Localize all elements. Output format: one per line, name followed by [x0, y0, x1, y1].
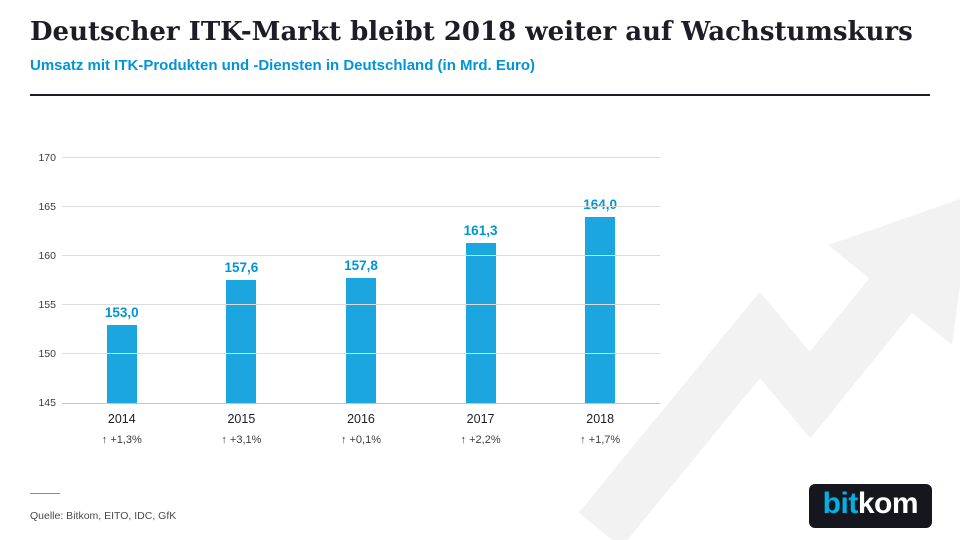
bar-slot: 153,0 [62, 158, 182, 403]
bar [345, 277, 376, 403]
growth-arrow-watermark [578, 199, 960, 540]
page-title: Deutscher ITK-Markt bleibt 2018 weiter a… [30, 17, 913, 47]
growth-label: ↑ +1,7% [580, 434, 621, 446]
bar-slot: 161,3 [421, 158, 541, 403]
bar-value-label: 161,3 [463, 223, 498, 239]
y-axis-tick-label: 150 [38, 348, 56, 360]
x-axis-label: 2018 [586, 412, 615, 426]
y-axis-tick-label: 145 [38, 397, 56, 409]
x-axis-cell: 2018 ↑ +1,7% [540, 412, 660, 446]
x-axis-label: 2014 [107, 412, 136, 426]
bar [585, 216, 616, 403]
logo-text-bit: bit [822, 487, 859, 520]
y-axis: 145 150 155 160 165 170 [30, 152, 56, 409]
y-axis-tick-label: 170 [38, 152, 56, 164]
x-axis-label: 2015 [227, 412, 256, 426]
bar-slot: 157,8 [301, 158, 421, 403]
bar-value-label: 164,0 [583, 196, 618, 212]
bar [465, 243, 496, 403]
gridline [62, 206, 660, 207]
x-axis-label: 2016 [347, 412, 375, 426]
bitkom-logo: bitkom [808, 484, 932, 528]
growth-label: ↑ +0,1% [340, 434, 382, 446]
bar-value-label: 157,6 [224, 259, 259, 275]
y-axis-tick-label: 160 [38, 250, 56, 262]
gridline [62, 157, 660, 158]
bar-value-label: 153,0 [104, 304, 139, 320]
logo-text-kom: kom [857, 487, 919, 520]
y-axis-tick-label: 155 [38, 299, 56, 311]
y-axis-tick-label: 165 [38, 201, 56, 213]
bar-chart: 145 150 155 160 165 170 153,0 157,6 157,8 161,3 1… [30, 152, 660, 446]
bar [226, 279, 257, 403]
bar [106, 324, 137, 403]
x-axis-cell: 2017 ↑ +2,2% [421, 412, 541, 446]
growth-label: ↑ +3,1% [221, 434, 262, 446]
x-axis-cell: 2014 ↑ +1,3% [62, 412, 182, 446]
bar-slot: 164,0 [540, 158, 660, 403]
gridline [62, 304, 660, 305]
x-axis-row: 2014 ↑ +1,3% 2015 ↑ +3,1% 2016 ↑ +0,1% 2017 ↑ +… [62, 404, 660, 446]
x-axis-cell: 2015 ↑ +3,1% [182, 412, 302, 446]
x-axis-cell: 2016 ↑ +0,1% [301, 412, 421, 446]
gridline [62, 353, 660, 354]
footer-tick-line [30, 493, 60, 494]
growth-label: ↑ +1,3% [101, 434, 142, 446]
growth-label: ↑ +2,2% [460, 434, 501, 446]
header: Deutscher ITK-Markt bleibt 2018 weiter a… [30, 17, 930, 74]
header-divider [30, 94, 930, 96]
source-text: Quelle: Bitkom, EITO, IDC, GfK [30, 510, 177, 522]
bar-slot: 157,6 [182, 158, 302, 403]
gridline [62, 255, 660, 256]
bar-value-label: 157,8 [344, 257, 378, 273]
page-subtitle: Umsatz mit ITK-Produkten und -Diensten i… [30, 56, 536, 74]
bars-row: 153,0 157,6 157,8 161,3 164,0 [62, 158, 660, 403]
plot-area: 145 150 155 160 165 170 153,0 157,6 157,8 161,3 1… [38, 152, 660, 409]
x-axis-label: 2017 [466, 412, 495, 426]
